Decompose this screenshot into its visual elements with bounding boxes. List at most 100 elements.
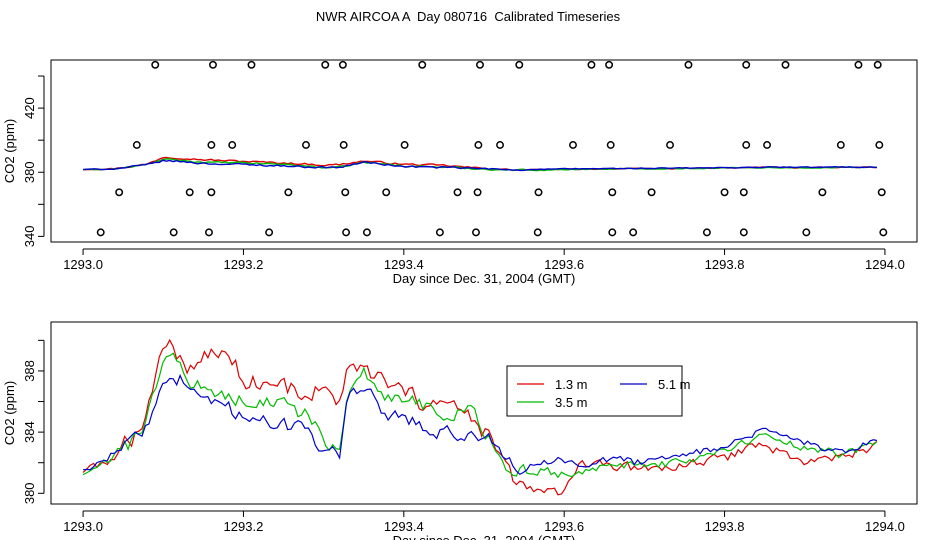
cal-marker (474, 141, 483, 149)
cal-marker (606, 141, 615, 149)
cal-marker (877, 188, 886, 197)
series-line-5-1-m (83, 373, 878, 476)
x-tick-label: 1293.2 (224, 257, 264, 272)
cal-marker (647, 188, 656, 197)
cal-marker (473, 188, 482, 197)
cal-marker (802, 228, 811, 237)
x-tick-label: 1293.8 (705, 519, 745, 534)
cal-marker (476, 60, 484, 69)
cal-marker (781, 60, 790, 69)
cal-marker (435, 228, 444, 237)
cal-marker (472, 228, 480, 237)
cal-marker (228, 141, 237, 149)
cal-marker (739, 228, 748, 237)
x-tick-label: 1293.6 (544, 519, 584, 534)
x-tick-label: 1293.6 (544, 257, 584, 272)
cal-marker (362, 228, 371, 237)
cal-marker (720, 188, 729, 197)
cal-marker (185, 188, 194, 197)
cal-marker (400, 141, 409, 149)
cal-marker (207, 188, 216, 197)
cal-marker (836, 141, 845, 149)
y-tick-label: 420 (22, 97, 37, 119)
cal-marker (151, 60, 160, 69)
panel-top: 1293.0 1293.2 1293.4 1293.6 1293.8 1294.0 Day … (2, 59, 918, 286)
cal-marker (209, 60, 217, 69)
cal-marker (629, 228, 638, 237)
panel-bottom: 1293.0 1293.2 1293.4 1293.6 1293.8 1294.0 Day … (2, 321, 918, 540)
x-tick-label: 1293.8 (705, 257, 745, 272)
cal-marker (284, 188, 293, 197)
cal-marker (587, 60, 596, 69)
cal-marker (763, 141, 772, 149)
cal-marker (341, 188, 350, 197)
x-tick-label: 1294.0 (865, 257, 905, 272)
cal-marker (382, 188, 391, 197)
cal-marker (873, 60, 882, 69)
x-axis: 1293.0 1293.2 1293.4 1293.6 1293.8 1294.0 Day … (63, 510, 905, 540)
legend: 1.3 m 5.1 m 3.5 m (506, 365, 691, 417)
cal-marker (742, 141, 751, 149)
cal-marker (739, 188, 748, 197)
cal-marker (115, 188, 124, 197)
x-tick-label: 1293.4 (384, 519, 424, 534)
y-axis: 380 384 388 CO2 (ppm) (2, 339, 45, 504)
y-tick-label: 388 (22, 360, 37, 382)
series-line-5-1-m (83, 159, 877, 172)
cal-marker (666, 141, 674, 149)
cal-marker (321, 60, 330, 69)
cal-marker (247, 60, 256, 69)
x-axis-label: Day since Dec. 31, 2004 (GMT) (393, 533, 576, 540)
chart-title: NWR AIRCOA A Day 080716 Calibrated Times… (315, 9, 621, 24)
cal-marker (608, 228, 617, 237)
plot-frame (50, 59, 918, 243)
cal-marker (818, 188, 827, 197)
series-line-3-5-m (82, 352, 878, 479)
cal-marker (418, 60, 427, 69)
cal-marker (265, 228, 274, 237)
cal-marker (879, 228, 888, 237)
cal-marker (608, 188, 617, 197)
y-axis-label: CO2 (ppm) (2, 119, 17, 183)
cal-marker (132, 141, 141, 149)
cal-marker (742, 60, 751, 69)
cal-marker (339, 141, 348, 149)
x-axis-label: Day since Dec. 31, 2004 (GMT) (393, 271, 576, 286)
y-tick-label: 380 (22, 161, 37, 183)
cal-marker (342, 228, 351, 237)
cal-marker (569, 141, 577, 149)
legend-box (506, 365, 683, 417)
cal-marker (515, 60, 524, 69)
cal-marker (875, 141, 884, 149)
plot-frame (50, 321, 918, 505)
y-tick-label: 340 (22, 226, 37, 248)
x-tick-label: 1293.2 (224, 519, 264, 534)
cal-marker (854, 60, 863, 69)
legend-label: 5.1 m (658, 377, 691, 392)
y-axis: 340 380 420 CO2 (ppm) (2, 75, 45, 248)
x-tick-label: 1293.0 (63, 519, 103, 534)
series-line-1-3-m (82, 338, 878, 496)
y-axis-label: CO2 (ppm) (2, 381, 17, 445)
cal-marker (169, 228, 178, 237)
cal-marker (684, 60, 693, 69)
cal-marker (496, 141, 504, 149)
x-tick-label: 1293.4 (384, 257, 424, 272)
cal-marker (453, 188, 462, 197)
cal-marker (96, 228, 105, 237)
cal-marker (702, 228, 711, 237)
cal-marker (338, 60, 347, 69)
x-axis: 1293.0 1293.2 1293.4 1293.6 1293.8 1294.0 Day … (63, 248, 905, 286)
cal-marker (533, 228, 542, 237)
cal-marker (534, 188, 543, 197)
x-tick-label: 1293.0 (63, 257, 103, 272)
cal-marker (205, 228, 213, 237)
y-tick-label: 380 (22, 482, 37, 504)
cal-marker (605, 60, 614, 69)
x-tick-label: 1294.0 (865, 519, 905, 534)
legend-label: 3.5 m (555, 395, 588, 410)
y-tick-label: 384 (22, 421, 37, 443)
cal-marker (302, 141, 310, 149)
